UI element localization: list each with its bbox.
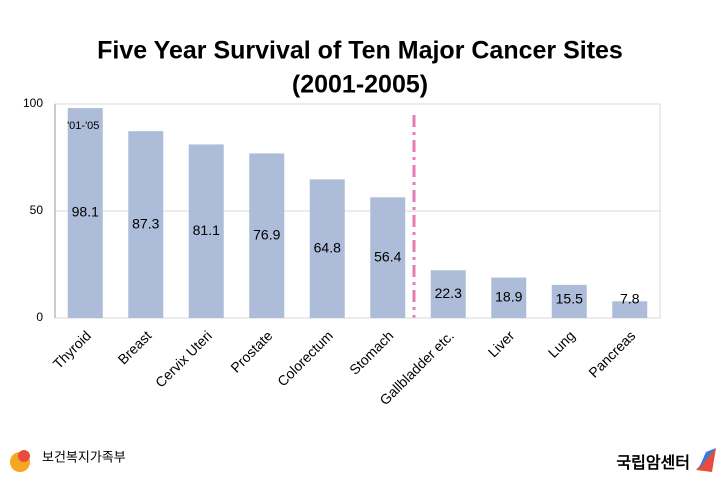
chart-title: Five Year Survival of Ten Major Cancer S… (97, 37, 623, 65)
data-label: 7.8 (620, 291, 640, 307)
data-label: 76.9 (253, 226, 280, 242)
data-label: 22.3 (435, 285, 462, 301)
x-tick-label: Cervix Uteri (152, 327, 215, 390)
data-label: 56.4 (374, 248, 401, 264)
data-label: 64.8 (314, 239, 341, 255)
x-tick-label: Lung (545, 327, 578, 360)
bar (67, 108, 103, 318)
x-tick-label: Liver (485, 327, 518, 360)
chart-subtitle: (2001-2005) (292, 71, 428, 99)
logo-text: 국립암센터 (616, 453, 690, 472)
bar (188, 144, 224, 318)
x-tick-label: Thyroid (50, 327, 94, 371)
logo-icon (18, 450, 30, 462)
bar (430, 270, 466, 318)
bar (249, 153, 285, 318)
left-logo: 보건복지가족부 (10, 449, 126, 472)
bar (551, 284, 587, 318)
bar (491, 277, 527, 318)
y-tick-label: 50 (30, 203, 44, 217)
right-logo: 국립암센터 (616, 448, 716, 472)
bar (309, 179, 345, 318)
data-label: 18.9 (495, 288, 522, 304)
x-tick-label: Stomach (346, 327, 396, 377)
logo-text: 보건복지가족부 (42, 449, 126, 464)
data-label: 98.1 (72, 204, 99, 220)
y-tick-label: 100 (23, 96, 43, 110)
bar (612, 301, 648, 318)
annotation: '01-'05 (67, 120, 99, 132)
logo-icon (698, 448, 716, 470)
bar (370, 197, 406, 318)
x-tick-label: Breast (115, 327, 155, 367)
x-tick-label: Prostate (227, 327, 275, 375)
data-label: 15.5 (556, 291, 583, 307)
data-label: 87.3 (132, 215, 159, 231)
x-tick-label: Colorectum (274, 327, 336, 389)
data-label: 81.1 (193, 222, 220, 238)
x-tick-label: Pancreas (585, 327, 638, 380)
bar (128, 131, 164, 318)
y-tick-label: 0 (36, 310, 43, 324)
